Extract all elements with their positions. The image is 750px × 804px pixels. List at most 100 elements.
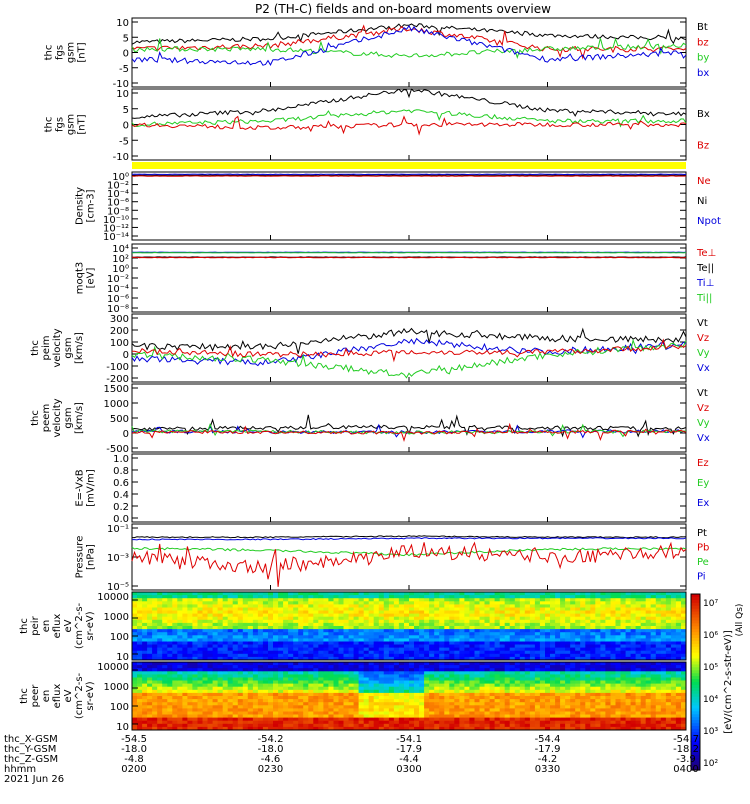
spectrogram-peir-cell (510, 601, 516, 605)
spectrogram-peir-cell (590, 617, 596, 621)
spectrogram-peer-cell (480, 705, 486, 709)
legend-fgs-dsl-Bx: Bx (697, 109, 710, 120)
spectrogram-peer-cell (595, 718, 601, 722)
spectrogram-peer-cell (369, 662, 375, 666)
spectrogram-peer-cell (394, 665, 400, 669)
spectrogram-peir-cell (354, 654, 360, 658)
spectrogram-peir-cell (500, 623, 506, 627)
spectrogram-peer-cell (243, 702, 249, 706)
spectrogram-peer-cell (349, 684, 355, 688)
spectrogram-peer-cell (414, 668, 420, 672)
spectrogram-peir-cell (666, 629, 672, 633)
spectrogram-peir-cell (616, 614, 622, 618)
spectrogram-peer-cell (626, 684, 632, 688)
spectrogram-peer-cell (379, 668, 385, 672)
spectrogram-peer-cell (404, 693, 410, 697)
spectrogram-peir-cell (172, 645, 178, 649)
spectrogram-peir-cell (162, 632, 168, 636)
spectrogram-peir-cell (374, 648, 380, 652)
spectrogram-peer-cell (500, 721, 506, 725)
ylabel-peer-3: eflux (52, 684, 63, 709)
spectrogram-peir-cell (525, 623, 531, 627)
spectrogram-peer-cell (560, 708, 566, 712)
spectrogram-peir-cell (490, 592, 496, 596)
spectrogram-peer-cell (228, 721, 234, 725)
spectrogram-peer-cell (495, 708, 501, 712)
spectrogram-peir-cell (283, 604, 289, 608)
spectrogram-peer-cell (147, 696, 153, 700)
spectrogram-peir-cell (480, 614, 486, 618)
spectrogram-peir-cell (600, 595, 606, 599)
spectrogram-peer-cell (187, 693, 193, 697)
spectrogram-peir-cell (167, 645, 173, 649)
spectrogram-peir-cell (464, 604, 470, 608)
spectrogram-peir-cell (575, 592, 581, 596)
spectrogram-peir-cell (253, 648, 259, 652)
spectrogram-peer-cell (298, 668, 304, 672)
spectrogram-peir-cell (243, 632, 249, 636)
spectrogram-peir-cell (459, 598, 465, 602)
spectrogram-peir-cell (243, 604, 249, 608)
spectrogram-peir-cell (661, 632, 667, 636)
spectrogram-peer-cell (505, 681, 511, 685)
spectrogram-peir-cell (359, 623, 365, 627)
spectrogram-peir-cell (480, 604, 486, 608)
spectrogram-peer-cell (298, 662, 304, 666)
spectrogram-peir-cell (515, 648, 521, 652)
spectrogram-peir-cell (142, 617, 148, 621)
spectrogram-peer-cell (308, 718, 314, 722)
spectrogram-peer-cell (600, 699, 606, 703)
spectrogram-peir-cell (480, 601, 486, 605)
spectrogram-peir-cell (278, 620, 284, 624)
spectrogram-peir-cell (152, 604, 158, 608)
spectrogram-peir-cell (459, 595, 465, 599)
spectrogram-peir-cell (394, 617, 400, 621)
spectrogram-peer-cell (142, 702, 148, 706)
spectrogram-peir-cell (157, 595, 163, 599)
spectrogram-peir-cell (636, 598, 642, 602)
spectrogram-peir-cell (575, 645, 581, 649)
spectrogram-peir-cell (419, 626, 425, 630)
spectrogram-peer-cell (469, 668, 475, 672)
spectrogram-peir-cell (560, 648, 566, 652)
spectrogram-peir-cell (490, 638, 496, 642)
spectrogram-peer-cell (555, 705, 561, 709)
spectrogram-peir-cell (213, 623, 219, 627)
spectrogram-peer-cell (142, 699, 148, 703)
spectrogram-peer-cell (495, 684, 501, 688)
spectrogram-peer-cell (409, 665, 415, 669)
spectrogram-peer-cell (283, 687, 289, 691)
spectrogram-peir-cell (575, 617, 581, 621)
spectrogram-peer-cell (535, 662, 541, 666)
spectrogram-peir-cell (530, 604, 536, 608)
spectrogram-peir-cell (268, 598, 274, 602)
spectrogram-peer-cell (339, 699, 345, 703)
spectrogram-peir-cell (600, 620, 606, 624)
spectrogram-peir-cell (283, 617, 289, 621)
spectrogram-peer-cell (530, 699, 536, 703)
spectrogram-peir-cell (495, 617, 501, 621)
spectrogram-peer-cell (323, 699, 329, 703)
spectrogram-peir-cell (444, 598, 450, 602)
spectrogram-peer-cell (510, 674, 516, 678)
spectrogram-peer-cell (646, 696, 652, 700)
spectrogram-peir-cell (258, 651, 264, 655)
legend-temp-Te⊥: Te⊥ (696, 248, 716, 259)
spectrogram-peer-cell (540, 681, 546, 685)
spectrogram-peir-cell (339, 598, 345, 602)
spectrogram-peer-cell (631, 708, 637, 712)
spectrogram-peir-cell (298, 614, 304, 618)
spectrogram-peer-cell (258, 693, 264, 697)
spectrogram-peer-cell (585, 702, 591, 706)
spectrogram-peir-cell (238, 629, 244, 633)
spectrogram-peer-cell (369, 674, 375, 678)
series-Pt (132, 536, 686, 538)
spectrogram-peir-cell (671, 614, 677, 618)
spectrogram-peir-cell (600, 651, 606, 655)
spectrogram-peer-cell (384, 690, 390, 694)
spectrogram-peer-cell (500, 681, 506, 685)
spectrogram-peir-cell (631, 626, 637, 630)
spectrogram-peir-cell (475, 604, 481, 608)
spectrogram-peir-cell (248, 623, 254, 627)
spectrogram-peer-cell (515, 674, 521, 678)
